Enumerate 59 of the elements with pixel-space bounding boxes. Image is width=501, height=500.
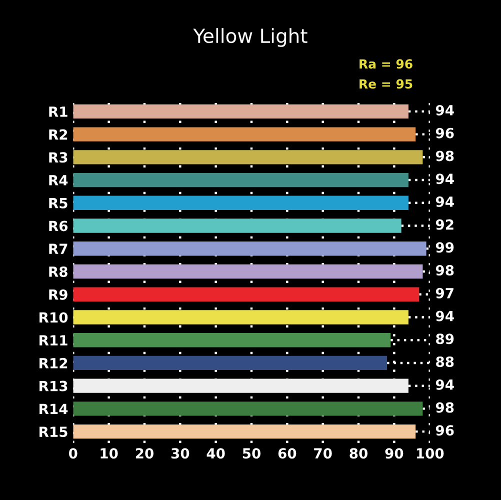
bar: [73, 196, 408, 210]
x-tick-label: 20: [136, 448, 154, 459]
bar: [73, 424, 416, 439]
x-tick-label: 50: [242, 448, 260, 459]
data-label: 96: [436, 128, 454, 138]
x-tick-label: 0: [68, 448, 78, 459]
bar: [73, 378, 408, 393]
data-label: 97: [436, 288, 454, 298]
x-tick-label: 70: [314, 448, 332, 459]
data-label: 94: [436, 196, 454, 207]
bar: [73, 150, 423, 164]
data-label: 94: [436, 174, 454, 184]
y-tick-label: R14: [40, 404, 68, 414]
bar: [73, 402, 423, 416]
x-tick-label: 60: [278, 448, 296, 459]
y-tick-label: R7: [49, 244, 68, 254]
data-label: 89: [436, 334, 454, 344]
data-label: 88: [436, 356, 454, 367]
bar: [73, 264, 423, 279]
y-tick-label: R15: [40, 426, 68, 438]
bar: [73, 127, 416, 142]
data-label: 99: [436, 242, 454, 253]
data-label: 98: [436, 150, 454, 162]
bar: [73, 310, 408, 324]
bar: [73, 172, 408, 188]
chart-title: Yellow Light: [193, 28, 308, 47]
data-label: 98: [436, 265, 454, 276]
data-label: 96: [436, 425, 454, 436]
x-tick-label: 40: [206, 448, 225, 459]
data-label: 94: [436, 379, 454, 390]
data-label: 94: [436, 104, 454, 116]
y-tick-label: R4: [49, 175, 68, 186]
x-tick-label: 90: [385, 448, 404, 459]
x-tick-label: 10: [100, 448, 118, 459]
x-tick-label: 80: [350, 448, 368, 459]
text: Re = 95: [360, 79, 412, 89]
data-label: 94: [436, 310, 454, 322]
y-tick-label: R13: [40, 380, 68, 392]
bar: [73, 333, 391, 348]
bar: [73, 242, 426, 256]
bar: [73, 218, 402, 233]
y-tick-label: R9: [49, 289, 68, 300]
y-tick-label: R1: [49, 106, 68, 117]
bar: [73, 287, 420, 302]
y-tick-label: R11: [40, 335, 68, 346]
bar: [73, 356, 388, 370]
y-tick-label: R3: [49, 152, 68, 163]
y-tick-label: R10: [40, 312, 68, 323]
y-tick-label: R5: [49, 198, 68, 208]
data-label: 92: [436, 219, 454, 230]
y-tick-label: R2: [49, 129, 68, 140]
x-tick-label: 100: [416, 448, 444, 459]
text: Ra = 96: [360, 59, 412, 69]
y-tick-label: R6: [49, 220, 68, 232]
y-tick-label: R8: [49, 266, 68, 277]
bar: [73, 104, 408, 119]
data-label: 98: [436, 402, 454, 413]
y-tick-label: R12: [40, 358, 68, 368]
x-tick-label: 30: [171, 448, 190, 459]
